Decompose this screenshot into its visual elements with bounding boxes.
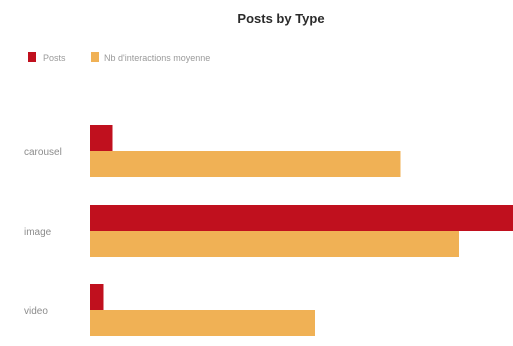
legend-entry-posts: Posts: [28, 52, 66, 63]
bar-series: [90, 125, 513, 336]
bar-video-interactions: [90, 310, 315, 336]
legend-label-posts: Posts: [43, 53, 66, 63]
legend-label-interactions: Nb d'interactions moyenne: [104, 53, 210, 63]
chart-legend: Posts Nb d'interactions moyenne: [28, 52, 210, 63]
legend-swatch-interactions: [91, 52, 99, 62]
bar-image-interactions: [90, 231, 459, 257]
bar-video-posts: [90, 284, 104, 310]
legend-swatch-posts: [28, 52, 36, 62]
category-axis: carousel image video: [24, 147, 62, 317]
bar-image-posts: [90, 205, 513, 231]
category-label-carousel: carousel: [24, 147, 62, 158]
bar-carousel-interactions: [90, 151, 401, 177]
legend-entry-interactions: Nb d'interactions moyenne: [91, 52, 210, 63]
category-label-image: image: [24, 227, 52, 238]
bar-carousel-posts: [90, 125, 113, 151]
category-label-video: video: [24, 306, 48, 317]
chart-title: Posts by Type: [237, 11, 324, 26]
